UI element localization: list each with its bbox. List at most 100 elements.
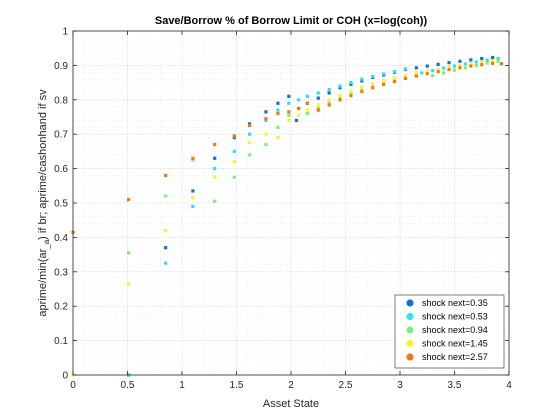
data-point [191,196,195,200]
y-tick-label: 0.2 [54,302,68,313]
data-point [232,134,236,138]
y-tick-label: 0.8 [54,95,68,106]
data-point [316,91,320,95]
data-point [349,91,353,95]
data-point [403,74,408,78]
data-point [126,282,131,286]
data-point [447,67,451,72]
data-point [496,59,500,63]
chart-title: Save/Borrow % of Borrow Limit or COH (x=… [155,15,428,27]
y-axis-label-rest: ) if br; aprime/cashonhand if sv [37,89,49,240]
data-point [469,61,473,65]
data-point [327,87,331,92]
data-point [316,96,320,100]
data-point [247,141,252,145]
data-point [442,71,446,75]
data-point [316,103,320,107]
data-point [264,117,268,121]
series-1 [126,55,495,377]
data-point [338,96,342,100]
data-point [469,64,473,68]
data-point [287,101,291,105]
data-point [247,124,252,128]
data-point [247,122,252,126]
y-tick-label: 0.3 [54,267,68,278]
data-point [436,67,440,71]
data-point [371,74,375,79]
x-tick-label: 3 [397,380,403,391]
data-point [349,81,353,85]
data-point [491,61,495,65]
data-point [392,69,397,74]
data-point [213,156,217,160]
data-point [485,58,489,62]
data-point [425,72,429,76]
data-point [287,113,291,117]
data-point [463,66,467,70]
data-point [287,94,291,98]
data-point [276,108,280,112]
y-tick-label: 0.5 [54,199,68,210]
legend-label: shock next=0.35 [422,298,488,308]
data-point [414,74,418,78]
legend-marker [406,299,414,307]
y-tick-label: 0.1 [54,336,68,347]
legend-label: shock next=1.45 [422,339,488,349]
data-point [191,156,195,160]
data-point [458,59,462,63]
data-point [480,56,484,61]
data-point [447,65,451,69]
data-point [316,106,320,110]
data-point [463,62,467,66]
data-point [305,101,309,105]
data-point [305,108,309,112]
x-tick-label: 2.5 [339,380,353,391]
data-point [287,118,291,123]
series-2 [126,56,500,377]
data-point [126,197,131,202]
data-point [474,63,478,67]
y-tick-label: 0.7 [54,130,68,141]
data-point [403,67,408,71]
data-point [264,110,268,114]
data-point [392,76,397,80]
data-point [164,228,168,233]
data-point [213,142,217,147]
data-point [164,261,168,265]
data-point [191,204,195,209]
data-point [297,106,301,110]
y-tick-label: 1 [62,27,68,38]
data-point [360,77,364,81]
x-tick-label: 0.5 [121,380,135,391]
data-point [480,63,484,67]
data-point [338,94,342,98]
data-point [338,98,342,102]
data-point [382,82,386,86]
data-point [276,111,280,116]
data-point [474,60,478,64]
data-point [480,60,484,64]
data-point [436,69,440,74]
data-point [491,58,495,63]
data-point [305,94,309,98]
data-point [360,79,364,83]
data-point [360,85,364,90]
data-point [499,62,503,66]
x-axis-label: Asset State [263,398,319,410]
data-point [382,79,386,83]
legend-label: shock next=0.94 [422,325,488,335]
data-point [327,98,331,102]
data-point [287,110,291,114]
x-tick-label: 2 [288,380,294,391]
series-4 [71,58,495,377]
data-marks [71,55,503,377]
legend-label: shock next=2.57 [422,352,488,362]
y-tick-label: 0.9 [54,61,68,72]
legend: shock next=0.35 shock next=0.53 shock next… [394,294,505,369]
data-point [264,142,268,147]
data-point [338,84,342,88]
data-point [452,64,457,68]
data-point [264,118,268,123]
x-tick-label: 1.5 [230,380,244,391]
